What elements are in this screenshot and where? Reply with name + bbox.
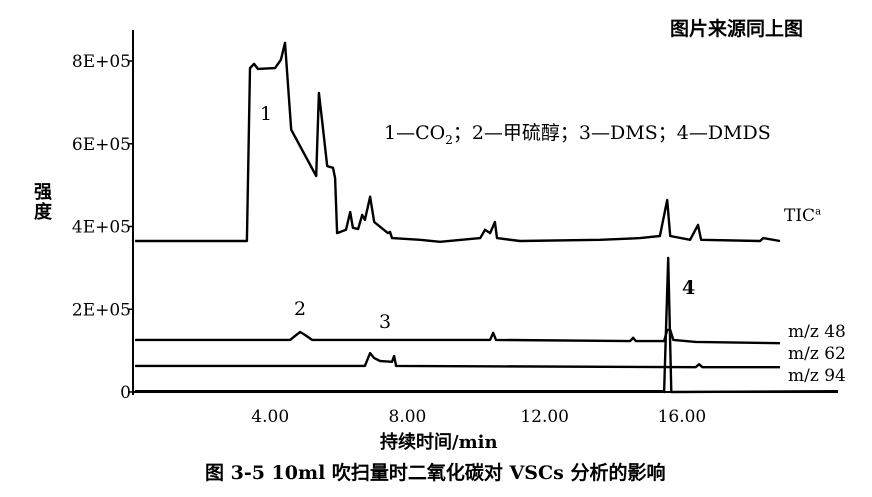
peak-label-2: 2 <box>294 298 307 320</box>
series-label-mz62: m/z 62 <box>788 344 846 364</box>
peak-label-4: 4 <box>682 277 696 299</box>
series-label-tic: TICa <box>784 206 822 226</box>
y-tick-label: 0 <box>120 383 131 403</box>
peak-label-1: 1 <box>260 103 273 125</box>
legend-co2-subscript: 2 <box>445 132 453 147</box>
y-tick-label: 4E+05 <box>72 218 131 238</box>
series-line-tic <box>135 41 781 243</box>
x-tick-label: 16.00 <box>658 407 707 427</box>
legend-rest: ；2—甲硫醇；3—DMS；4—DMDS <box>452 122 771 144</box>
peak-label-3: 3 <box>379 311 392 333</box>
x-tick-label: 12.00 <box>520 407 569 427</box>
series-label-mz48: m/z 48 <box>788 322 846 342</box>
figure-caption: 图 3-5 10ml 吹扫量时二氧化碳对 VSCs 分析的影响 <box>205 462 666 484</box>
series-line-m-z-62 <box>135 351 780 369</box>
series-line-m-z-94 <box>135 256 839 394</box>
series-label-mz94: m/z 94 <box>788 366 846 386</box>
ticks: 0 2E+05 4E+05 6E+05 8E+05 4.00 8.00 12.00 16.00 <box>72 52 706 427</box>
x-tick-label: 4.00 <box>251 407 289 427</box>
series-line-m-z-48 <box>135 328 781 345</box>
series-lines <box>135 41 839 394</box>
y-tick-label: 8E+05 <box>72 52 131 72</box>
x-axis-label: 持续时间/min <box>380 432 498 453</box>
peak-legend: 1—CO2；2—甲硫醇；3—DMS；4—DMDS <box>384 118 771 147</box>
x-tick-label: 8.00 <box>389 407 427 427</box>
y-tick-label: 6E+05 <box>72 135 131 155</box>
y-axis-label: 强度 <box>31 182 52 222</box>
source-note: 图片来源同上图 <box>670 18 804 40</box>
y-tick-label: 2E+05 <box>72 300 131 320</box>
legend-co2: 1—CO <box>384 122 446 144</box>
